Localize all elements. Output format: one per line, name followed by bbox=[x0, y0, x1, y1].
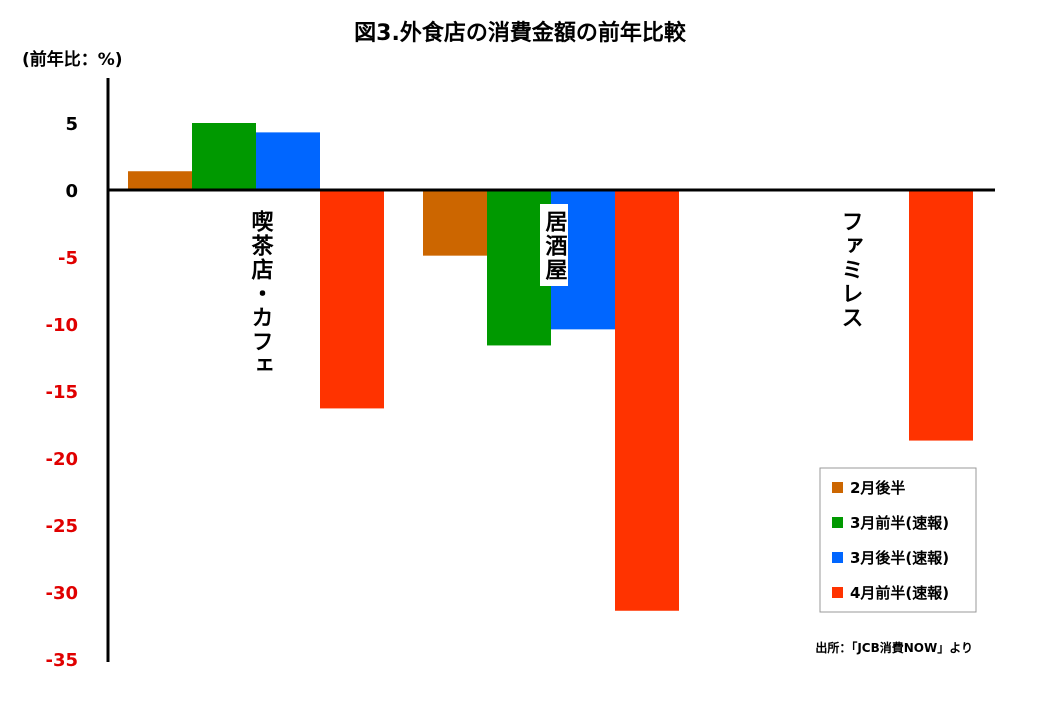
y-tick-label: -10 bbox=[45, 315, 78, 336]
category-label: 居酒屋 bbox=[542, 210, 568, 282]
bar-1-4 bbox=[320, 190, 384, 409]
legend-swatch bbox=[832, 587, 843, 598]
category-label: ファミレス bbox=[838, 210, 863, 330]
legend-label: 3月後半(速報) bbox=[850, 549, 949, 567]
bars-group bbox=[128, 123, 973, 611]
chart-title: 図3.外食店の消費金額の前年比較 bbox=[354, 20, 687, 46]
y-axis-unit-label: (前年比：%) bbox=[22, 49, 123, 70]
bar-1-3 bbox=[256, 132, 320, 190]
legend: 2月後半 3月前半(速報) 3月後半(速報) 4月前半(速報) bbox=[819, 467, 977, 613]
y-tick-label: -35 bbox=[45, 650, 78, 671]
legend-swatch bbox=[832, 482, 843, 493]
bar-1-1 bbox=[128, 171, 192, 190]
y-tick-label: -15 bbox=[45, 382, 78, 403]
category-labels-group: 喫茶店・カフェ 居酒屋 ファミレス bbox=[248, 204, 863, 378]
legend-label: 4月前半(速報) bbox=[850, 584, 949, 602]
legend-label: 2月後半 bbox=[850, 479, 905, 497]
y-tick-label: -5 bbox=[58, 248, 78, 269]
y-tick-label: -30 bbox=[45, 583, 78, 604]
source-note: 出所：「JCB消費NOW」より bbox=[815, 640, 973, 655]
legend-swatch bbox=[832, 517, 843, 528]
y-tick-label: -25 bbox=[45, 516, 78, 537]
bar-1-2 bbox=[192, 123, 256, 190]
category-label: 喫茶店・カフェ bbox=[248, 209, 274, 378]
bar-2-4 bbox=[615, 190, 679, 611]
y-tick-label: 0 bbox=[65, 181, 78, 202]
bar-2-1 bbox=[423, 190, 487, 256]
legend-box bbox=[819, 467, 977, 613]
legend-label: 3月前半(速報) bbox=[850, 514, 949, 532]
legend-swatch bbox=[832, 552, 843, 563]
category-label-background bbox=[540, 204, 568, 286]
y-ticks-group: 5 0 -5 -10 -15 -20 -25 -30 -35 bbox=[45, 114, 78, 671]
y-tick-label: -20 bbox=[45, 449, 78, 470]
bar-3-4 bbox=[909, 190, 973, 441]
y-tick-label: 5 bbox=[65, 114, 78, 135]
